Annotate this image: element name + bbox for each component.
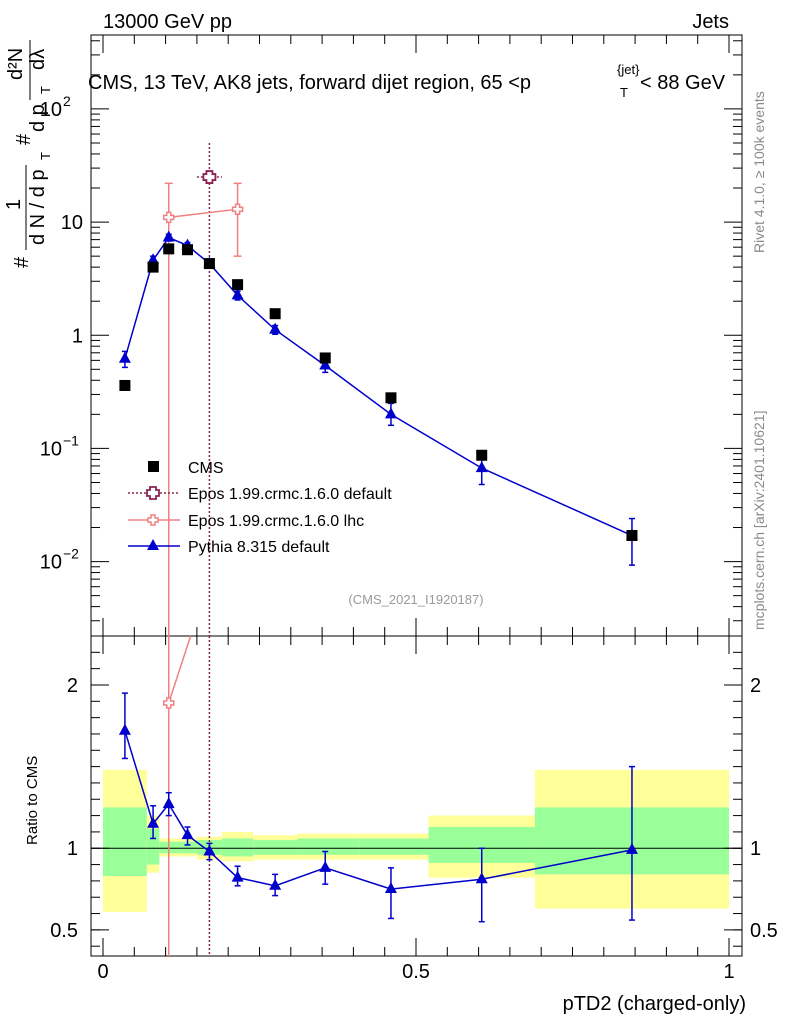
header-energy: 13000 GeV pp	[103, 11, 232, 33]
plot-title-end: < 88 GeV	[640, 72, 726, 94]
y-label-hash-2: #	[13, 133, 35, 145]
ratio-tick-label-left-2: 2	[67, 675, 78, 697]
green-band-8	[359, 838, 429, 855]
legend: CMS Epos 1.99.crmc.1.6.0 default Epos 1.…	[128, 460, 392, 556]
y-label-dN-dpT: d N / d p	[27, 169, 49, 245]
y-axis-label: # 1 d N / d p T # d²N d p T dλ	[3, 40, 53, 268]
y-tick-exp-1: −1	[63, 432, 79, 448]
epos-lhc-point	[231, 203, 244, 215]
epos-lhc-ratio-line	[168, 635, 192, 704]
legend-label-epos-lhc: Epos 1.99.crmc.1.6.0 lhc	[188, 513, 364, 530]
pythia-ratio-point	[384, 882, 397, 894]
cms-point-8	[385, 392, 397, 404]
pythia-ratio-point	[231, 870, 244, 882]
x-tick-label-1: 0.5	[402, 961, 430, 983]
y-tick-label-0: 10	[40, 552, 62, 574]
pythia-ratio-point	[625, 842, 638, 854]
plot-title: CMS, 13 TeV, AK8 jets, forward dijet reg…	[88, 62, 726, 100]
cms-point-0	[119, 379, 131, 391]
y-label-dpT: d p	[27, 104, 49, 132]
green-band-0	[103, 807, 147, 876]
cms-point-1	[147, 261, 159, 273]
epos-lhc-point	[162, 211, 175, 224]
green-band-1	[146, 828, 160, 865]
y-tick-label-3: 10	[61, 212, 83, 234]
legend-marker-cms	[148, 461, 159, 472]
cms-point-6	[269, 308, 281, 320]
cms-point-9	[476, 449, 488, 461]
pythia-point	[147, 253, 160, 265]
y-label-T2: T	[38, 86, 53, 94]
legend-marker-epos-lhc	[147, 514, 159, 526]
cms-point-4	[203, 258, 215, 270]
pythia-ratio-point	[319, 860, 332, 872]
header-jets: Jets	[692, 11, 729, 33]
cms-point-10	[626, 530, 638, 542]
pythia-ratio-point	[147, 816, 160, 828]
ratio-tick-label-right-0: 0.5	[750, 920, 778, 942]
y-label-T1: T	[38, 152, 53, 160]
x-tick-label-2: 1	[723, 961, 734, 983]
pythia-ratio-point	[181, 828, 194, 840]
pythia-point	[384, 407, 397, 419]
y-label-dl: dλ	[27, 49, 49, 70]
cms-point-7	[319, 352, 331, 364]
legend-label-pythia: Pythia 8.315 default	[188, 539, 330, 556]
pythia-point	[475, 461, 488, 473]
data-layer	[118, 142, 638, 956]
pythia-point	[269, 322, 282, 334]
green-band-6	[253, 840, 298, 855]
ratio-tick-label-right-2: 2	[750, 675, 761, 697]
legend-marker-epos-default	[146, 486, 160, 500]
pythia-point	[231, 288, 244, 300]
pythia-point	[319, 358, 332, 370]
legend-marker-pythia	[147, 539, 159, 550]
ratio-y-label: Ratio to CMS	[24, 756, 41, 845]
mcplots-label: mcplots.cern.ch [arXiv:2401.10621]	[751, 411, 767, 630]
pythia-point	[118, 351, 131, 363]
y-tick-label-4: 10	[40, 99, 62, 121]
plot-title-sub: T	[620, 85, 628, 100]
legend-label-epos-default: Epos 1.99.crmc.1.6.0 default	[188, 486, 392, 503]
plot-title-sup: {jet}	[617, 62, 640, 77]
green-band-5	[221, 838, 254, 857]
pythia-ratio-point	[203, 844, 216, 856]
pythia-ratio-point	[475, 872, 488, 884]
legend-label-cms: CMS	[188, 460, 224, 477]
ratio-uncertainty-bands	[91, 769, 742, 912]
pythia-point	[162, 230, 175, 242]
pythia-ratio-point	[269, 878, 282, 890]
pythia-ratio-point	[118, 723, 131, 735]
epos-default-point	[202, 170, 217, 184]
y-label-d2N: d²N	[5, 48, 27, 80]
pythia-ratio-point	[162, 797, 175, 809]
epos-lhc-ratio-point	[162, 697, 175, 709]
cms-point-2	[163, 243, 175, 255]
y-tick-label-2: 1	[72, 325, 83, 347]
green-band-3	[178, 841, 197, 854]
cms-point-5	[232, 279, 244, 291]
y-label-hash-1: #	[11, 256, 33, 268]
ratio-tick-label-right-1: 1	[750, 838, 761, 860]
cms-point-3	[182, 244, 194, 256]
ratio-tick-label-left-1: 1	[67, 838, 78, 860]
y-label-one: 1	[3, 199, 25, 210]
analysis-watermark: (CMS_2021_I1920187)	[348, 592, 483, 607]
y-tick-label-1: 10	[40, 438, 62, 460]
y-tick-exp-4: 2	[63, 93, 71, 109]
rivet-label: Rivet 4.1.0, ≥ 100k events	[751, 91, 767, 253]
epos-lhc-line	[168, 208, 238, 219]
x-tick-label-0: 0	[97, 961, 108, 983]
green-band-7	[297, 838, 360, 855]
y-tick-exp-0: −2	[63, 546, 79, 562]
ratio-tick-label-left-0: 0.5	[50, 920, 78, 942]
x-axis-label: pTD2 (charged-only)	[563, 993, 746, 1015]
plot-title-main: CMS, 13 TeV, AK8 jets, forward dijet reg…	[88, 72, 531, 94]
